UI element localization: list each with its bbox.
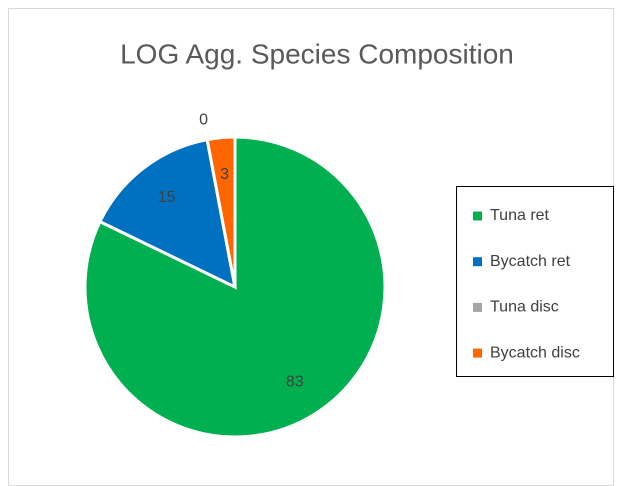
legend-label: Tuna ret	[490, 207, 550, 224]
legend	[456, 186, 614, 377]
legend-swatch	[473, 348, 482, 358]
legend-label: Bycatch disc	[490, 344, 580, 361]
data-label: 0	[199, 112, 208, 129]
data-label: 3	[220, 166, 229, 183]
data-label: 83	[286, 374, 304, 391]
legend-label: Tuna disc	[490, 299, 559, 316]
legend-swatch	[473, 257, 482, 267]
pie-slice	[205, 135, 237, 288]
chart-title: LOG Agg. Species Composition	[120, 38, 514, 69]
pie-slice	[97, 137, 238, 290]
legend-swatch	[473, 302, 482, 312]
legend-label: Bycatch ret	[490, 253, 571, 270]
legend-swatch	[473, 211, 482, 221]
data-label: 15	[158, 189, 176, 206]
